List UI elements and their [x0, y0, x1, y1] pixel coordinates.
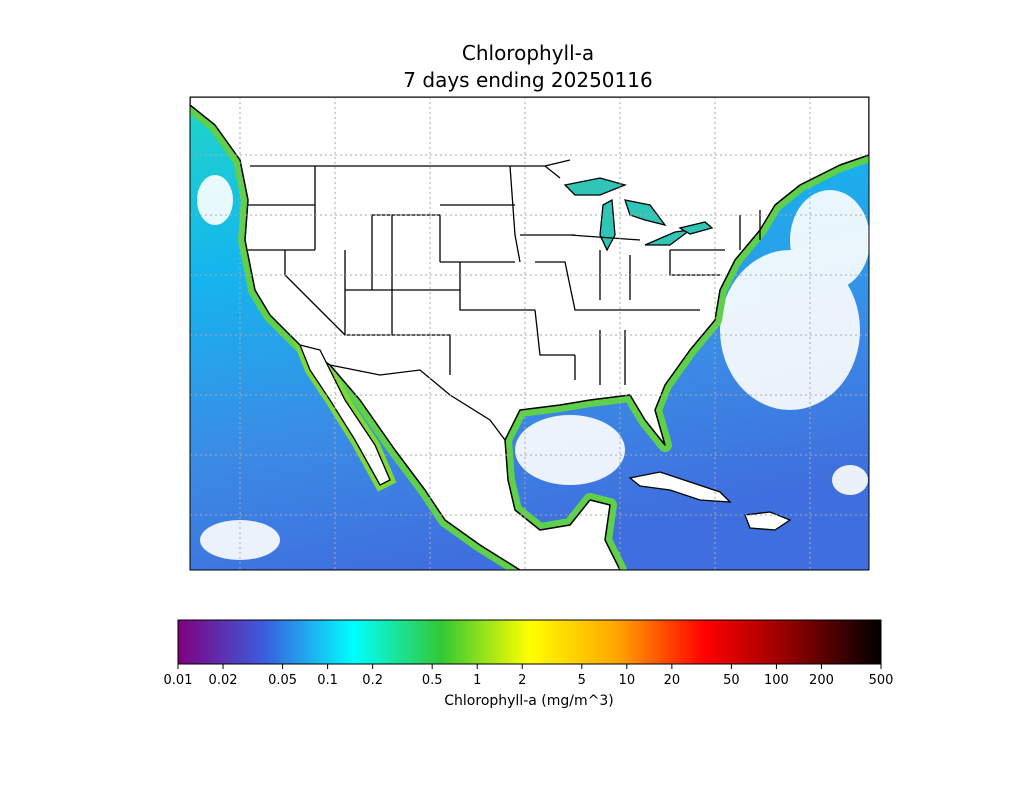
- cuba: [628, 471, 732, 503]
- colorbar-tick-label: 200: [809, 673, 834, 688]
- colorbar-tick-label: 5: [578, 673, 586, 688]
- colorbar-tick-label: 2: [518, 673, 526, 688]
- colorbar: 0.01 0.02 0.05 0.1 0.2 0.5 1 2 5 10 20 50 100 200 500: [164, 619, 894, 688]
- land: [190, 97, 869, 570]
- mexico-border: [329, 364, 506, 441]
- colorbar-tick-label: 10: [619, 673, 636, 688]
- subtitle: 7 days ending 20250116: [403, 68, 652, 92]
- lake-huron: [624, 199, 667, 227]
- colorbar-label: Chlorophyll-a (mg/m^3): [444, 693, 613, 709]
- cloud: [197, 175, 233, 225]
- colorbar-tick-label: 0.2: [362, 673, 383, 688]
- colorbar-scale: [177, 619, 882, 665]
- colorbar-tick-label: 0.5: [422, 673, 443, 688]
- cloud: [832, 465, 868, 495]
- colorbar-tick-label: 0.01: [164, 673, 193, 688]
- great-lakes: [563, 177, 714, 252]
- colorbar-tick-label: 0.1: [317, 673, 338, 688]
- colorbar-tick-label: 0.05: [268, 673, 297, 688]
- colorbar-tick-label: 500: [869, 673, 894, 688]
- graticule: [190, 97, 869, 570]
- cloud: [200, 520, 280, 560]
- cloud: [720, 250, 860, 410]
- colorbar-tick-label: 1: [473, 673, 481, 688]
- baja-california: [298, 344, 391, 486]
- cloud: [790, 190, 869, 290]
- clouds: [197, 175, 869, 560]
- map-frame: [189, 96, 870, 571]
- lake-ontario: [678, 221, 714, 235]
- lake-superior: [563, 177, 628, 196]
- colorbar-tick-label: 20: [664, 673, 681, 688]
- map: [190, 97, 869, 570]
- cloud: [515, 415, 625, 485]
- colorbar-tick-label: 0.02: [209, 673, 238, 688]
- colorbar-tick-label: 100: [764, 673, 789, 688]
- title: Chlorophyll-a: [462, 41, 594, 65]
- colorbar-tick-label: 50: [723, 673, 740, 688]
- hispaniola: [744, 511, 792, 531]
- canada-border: [250, 159, 571, 179]
